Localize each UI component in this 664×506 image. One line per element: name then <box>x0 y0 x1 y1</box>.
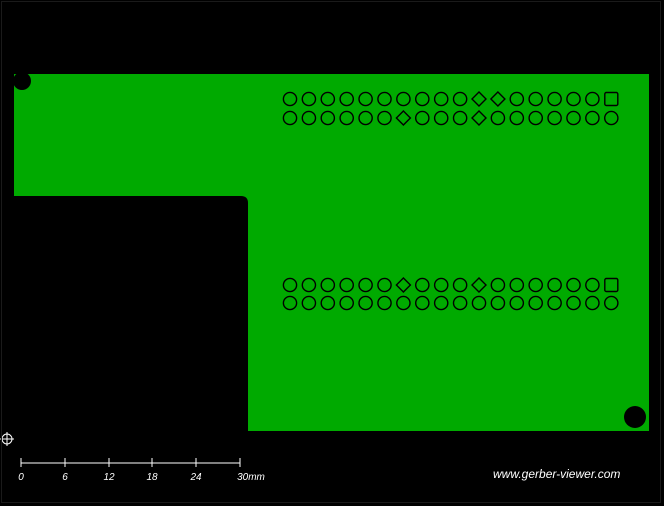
pad-round <box>282 91 298 107</box>
pad-round <box>566 110 581 126</box>
scale-tick-label: 30mm <box>237 472 265 483</box>
pad-square <box>604 91 619 107</box>
pad-round <box>414 91 430 107</box>
pad-round <box>301 295 317 311</box>
pad-round <box>282 295 298 311</box>
pad-round <box>414 295 430 311</box>
pad-round <box>585 295 600 311</box>
pad-round <box>339 277 355 293</box>
pad-round <box>566 295 581 311</box>
mounting-holes <box>13 72 646 428</box>
copper-pour <box>14 74 649 431</box>
pad-round <box>547 295 562 311</box>
pad-round <box>528 91 544 107</box>
pad-round <box>301 277 317 293</box>
top-header <box>282 91 619 126</box>
pad-round <box>528 295 544 311</box>
pad-round <box>509 91 525 107</box>
pad-round <box>301 91 317 107</box>
pad-round <box>377 91 392 107</box>
pad-round <box>320 295 336 311</box>
pad-round <box>320 110 336 126</box>
pad-square <box>604 277 619 293</box>
pad-round <box>547 110 562 126</box>
pad-round <box>471 295 487 311</box>
pad-round <box>585 91 600 107</box>
pad-round <box>396 91 411 107</box>
pad-round <box>604 295 619 311</box>
pad-round <box>509 110 525 126</box>
pad-round <box>585 277 600 293</box>
pad-round <box>528 110 544 126</box>
pad-round <box>452 277 468 293</box>
scale-tick-label: 6 <box>62 472 68 483</box>
pad-round <box>396 295 411 311</box>
pad-round <box>433 91 449 107</box>
pad-round <box>547 277 562 293</box>
bottom-header <box>282 277 619 311</box>
pad-round <box>490 295 506 311</box>
pad-round <box>490 277 506 293</box>
pad-round <box>301 110 317 126</box>
pad-round <box>509 277 525 293</box>
scale-bar <box>20 458 241 467</box>
pad-thermal <box>489 91 506 107</box>
pad-round <box>509 295 525 311</box>
top-left-hole <box>13 72 31 90</box>
pad-round <box>282 277 298 293</box>
pad-round <box>433 295 449 311</box>
bottom-right-hole <box>624 406 646 428</box>
pad-thermal <box>395 277 412 293</box>
pad-thermal <box>471 277 487 293</box>
scale-tick-label: 18 <box>146 472 158 483</box>
pad-round <box>452 91 468 107</box>
pad-round <box>452 295 468 311</box>
pad-round <box>339 295 355 311</box>
pad-round <box>566 91 581 107</box>
scale-tick-label: 12 <box>103 472 115 483</box>
pad-round <box>320 277 336 293</box>
pad-round <box>452 110 468 126</box>
pad-round <box>547 91 562 107</box>
pad-round <box>490 110 506 126</box>
scale-tick-label: 24 <box>190 472 202 483</box>
pad-thermal <box>471 91 487 107</box>
pad-thermal <box>395 110 412 126</box>
pad-round <box>377 277 392 293</box>
origin-crosshair-icon[interactable] <box>0 432 14 446</box>
pad-round <box>377 110 392 126</box>
pad-thermal <box>471 110 487 126</box>
pad-round <box>358 277 373 293</box>
pad-round <box>414 110 430 126</box>
pad-round <box>358 110 373 126</box>
pad-round <box>585 110 600 126</box>
scale-tick-label: 0 <box>18 472 24 483</box>
pad-round <box>339 91 355 107</box>
pad-round <box>358 295 373 311</box>
pad-round <box>528 277 544 293</box>
pad-round <box>433 277 449 293</box>
connector-pads <box>282 91 619 311</box>
watermark-text: www.gerber-viewer.com <box>493 467 621 481</box>
pad-round <box>339 110 355 126</box>
pad-round <box>433 110 449 126</box>
pad-round <box>414 277 430 293</box>
pad-round <box>566 277 581 293</box>
pad-round <box>320 91 336 107</box>
pad-round <box>282 110 298 126</box>
pad-round <box>377 295 392 311</box>
pad-round <box>604 110 619 126</box>
pad-round <box>358 91 373 107</box>
